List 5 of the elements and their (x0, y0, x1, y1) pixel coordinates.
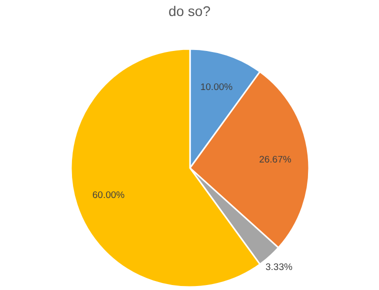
data-label: 60.00% (92, 190, 126, 201)
chart-title: do so? (168, 3, 211, 19)
data-label: 3.33% (266, 262, 294, 274)
data-label: 26.67% (259, 154, 292, 166)
data-label: 10.00% (200, 82, 234, 93)
